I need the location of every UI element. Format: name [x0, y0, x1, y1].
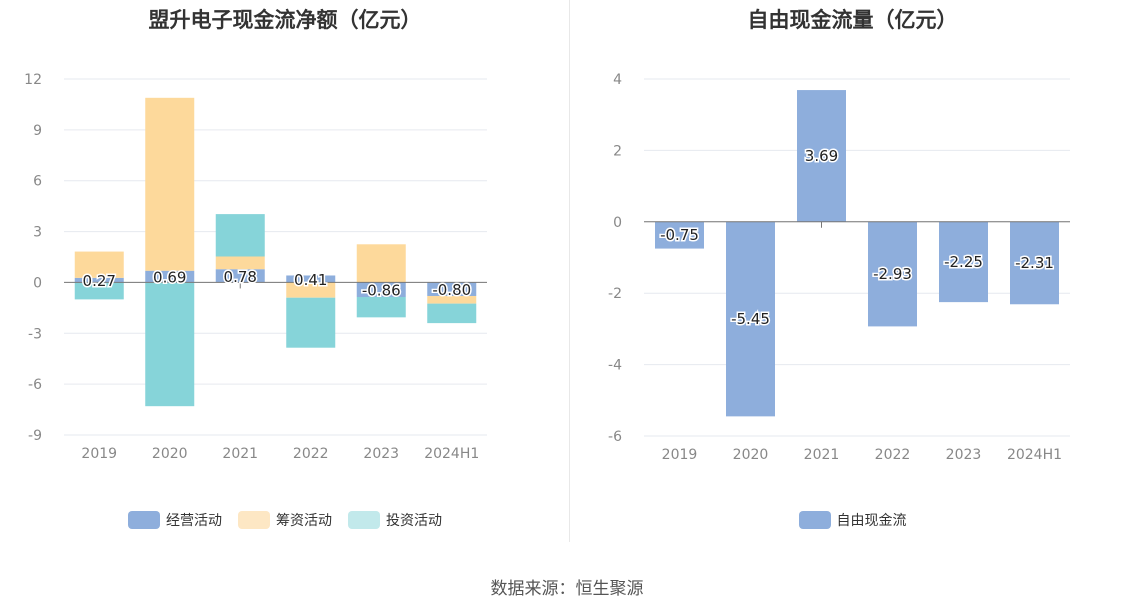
cashflow-legend: 经营活动 筹资活动 投资活动 [0, 510, 570, 530]
fcf-xtick-label: 2024H1 [1007, 447, 1062, 463]
cashflow-ytick-label: 0 [33, 275, 42, 291]
fcf-chart-svg: 4 2 0 -2 -4 -6 2019 2020 2021 2022 2023 2024H1 -0.75… [608, 72, 1070, 463]
fcf-ytick-label: -4 [608, 358, 622, 374]
legend-item-operating[interactable]: 经营活动 [128, 510, 222, 530]
fcf-bar-s1 [868, 221, 917, 327]
legend-label-financing: 筹资活动 [276, 513, 332, 529]
cashflow-xtick-label: 2023 [363, 446, 399, 462]
panel-divider [569, 0, 570, 542]
fcf-bar-s1 [797, 90, 846, 222]
legend-label-fcf: 自由现金流 [836, 513, 907, 529]
cashflow-data-label: 0.27 [83, 272, 116, 290]
fcf-data-label: 3.69 [805, 147, 838, 165]
fcf-data-label: -0.75 [660, 226, 699, 244]
legend-item-financing[interactable]: 筹资活动 [238, 510, 332, 530]
cashflow-bar-s1 [215, 269, 265, 283]
data-source-note: 数据来源：恒生聚源 [490, 579, 644, 599]
cashflow-chart-title: 盟升电子现金流净额（亿元） [148, 8, 422, 32]
cashflow-bar-s1 [74, 277, 124, 283]
cashflow-xtick-label: 2022 [293, 446, 329, 462]
legend-swatch-fcf [798, 511, 831, 529]
cashflow-bar-s1 [356, 282, 406, 298]
cashflow-data-label: 0.41 [294, 271, 327, 289]
cashflow-xtick-label: 2024H1 [424, 446, 479, 462]
fcf-ytick-label: 4 [613, 72, 622, 88]
cashflow-data-label: 0.78 [224, 268, 257, 286]
legend-swatch-operating [128, 511, 160, 529]
legend-item-investing[interactable]: 投资活动 [348, 510, 442, 530]
cashflow-bar-s3 [356, 297, 406, 318]
fcf-chart-title: 自由现金流量（亿元） [747, 8, 958, 32]
fcf-chart-panel: 4 2 0 -2 -4 -6 2019 2020 2021 2022 2023 2024H1 -0.75… [571, 0, 1134, 560]
cashflow-bar-s1 [427, 282, 477, 296]
cashflow-ytick-label: 6 [33, 174, 42, 190]
fcf-bar-s1 [655, 221, 704, 249]
cashflow-bar-s3 [145, 282, 195, 407]
cashflow-bar-s2 [215, 256, 265, 270]
cashflow-bar-s2 [74, 251, 124, 278]
cashflow-bar-s3 [74, 282, 124, 300]
fcf-data-label: -5.45 [731, 310, 770, 328]
fcf-ytick-label: 2 [613, 143, 622, 159]
fcf-xtick-label: 2023 [946, 447, 982, 463]
legend-label-operating: 经营活动 [166, 513, 222, 529]
fcf-data-label: -2.31 [1015, 254, 1054, 272]
fcf-bar-s1 [1010, 221, 1059, 305]
cashflow-xtick-label: 2020 [152, 446, 188, 462]
cashflow-bar-s2 [427, 295, 477, 304]
cashflow-ytick-label: -3 [28, 326, 42, 342]
fcf-bar-s1 [726, 221, 775, 417]
cashflow-data-label: 0.69 [153, 269, 186, 287]
fcf-ytick-label: -2 [608, 286, 622, 302]
cashflow-xtick-label: 2021 [222, 446, 258, 462]
fcf-xtick-label: 2022 [875, 447, 911, 463]
fcf-ytick-label: -6 [608, 429, 622, 445]
cashflow-chart-svg: 12 9 6 3 0 -3 -6 -9 2019 2020 2021 2022 2023 2024H1 0.… [24, 72, 487, 462]
fcf-data-label: -2.25 [944, 253, 983, 271]
cashflow-ytick-label: 9 [33, 123, 42, 139]
fcf-xtick-label: 2021 [804, 447, 840, 463]
cashflow-bar-s3 [215, 214, 265, 257]
cashflow-chart-panel: 12 9 6 3 0 -3 -6 -9 2019 2020 2021 2022 2023 2024H1 0.… [0, 0, 570, 560]
cashflow-xtick-label: 2019 [81, 446, 117, 462]
fcf-data-label: -2.93 [873, 265, 912, 283]
cashflow-ytick-label: -9 [28, 428, 42, 444]
cashflow-bar-s2 [145, 97, 195, 271]
fcf-xtick-label: 2019 [662, 447, 698, 463]
fcf-xtick-label: 2020 [733, 447, 769, 463]
fcf-ytick-label: 0 [613, 215, 622, 231]
fcf-legend: 自由现金流 [571, 510, 1134, 530]
legend-item-fcf[interactable]: 自由现金流 [798, 510, 907, 530]
cashflow-bar-s1 [286, 275, 336, 283]
cashflow-data-label: -0.80 [432, 281, 471, 299]
cashflow-bar-s2 [286, 282, 336, 298]
cashflow-ytick-label: 3 [33, 225, 42, 241]
legend-label-investing: 投资活动 [386, 513, 442, 529]
cashflow-ytick-label: -6 [28, 377, 42, 393]
legend-swatch-financing [238, 511, 270, 529]
legend-swatch-investing [348, 511, 380, 529]
fcf-bar-s1 [939, 221, 988, 303]
cashflow-bar-s3 [286, 297, 336, 348]
cashflow-ytick-label: 12 [24, 72, 42, 88]
cashflow-bar-s1 [145, 270, 195, 283]
cashflow-bar-s2 [356, 244, 406, 283]
cashflow-data-label: -0.86 [362, 282, 401, 300]
cashflow-bar-s3 [427, 303, 477, 324]
